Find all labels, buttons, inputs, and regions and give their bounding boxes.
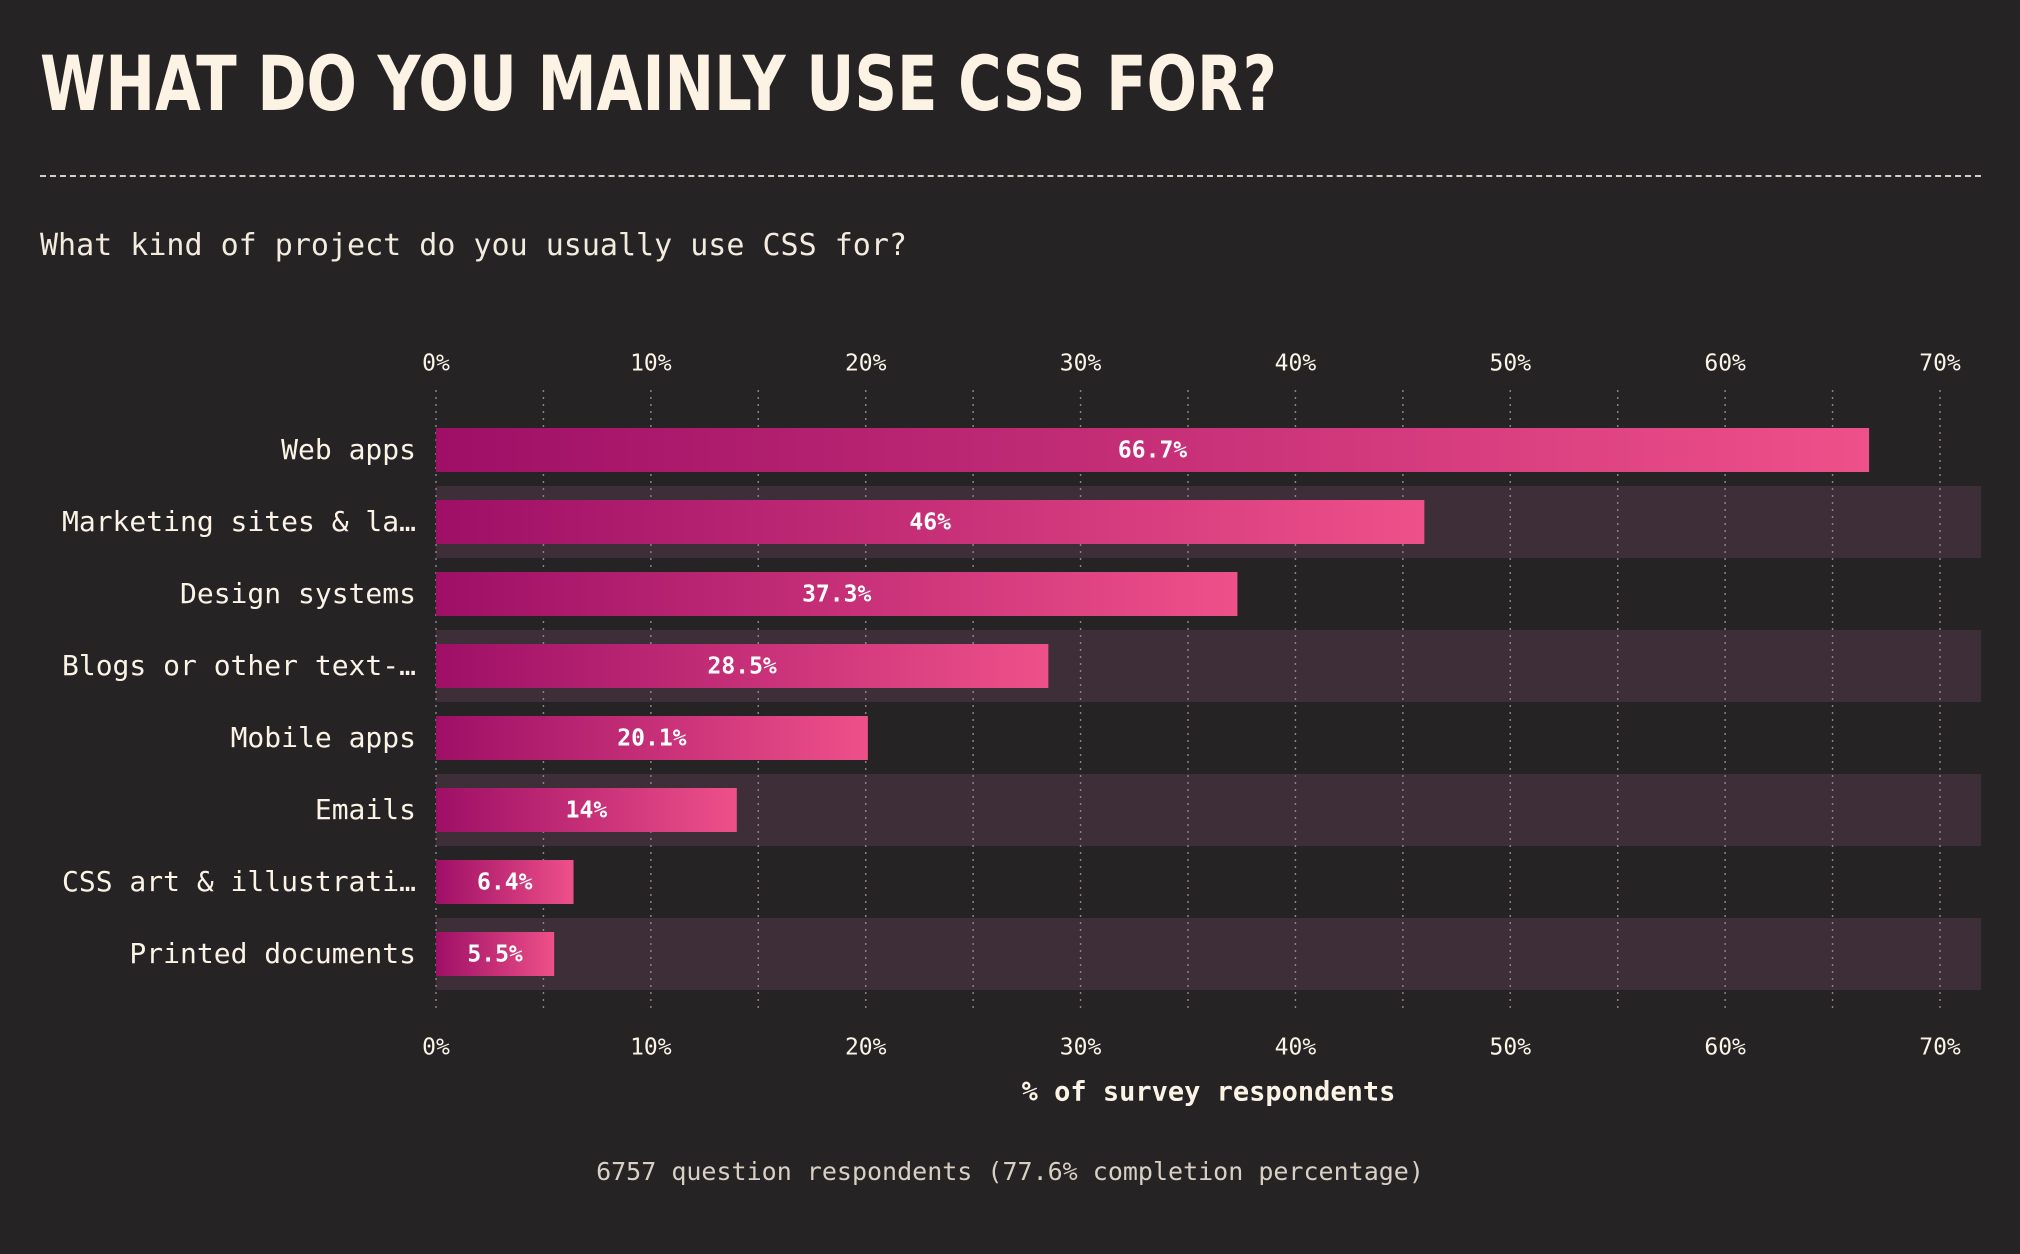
x-tick-label: 50% <box>1490 1035 1532 1061</box>
category-label: Marketing sites & la… <box>62 505 416 538</box>
bar <box>436 932 555 976</box>
x-tick-label: 60% <box>1704 1035 1746 1061</box>
category-label: Web apps <box>281 433 416 466</box>
bars <box>436 428 1870 976</box>
bar-value-label: 37.3% <box>802 582 871 608</box>
x-tick-label: 20% <box>845 1035 887 1061</box>
bar <box>436 572 1238 616</box>
x-tick-label: 10% <box>630 1035 672 1061</box>
bar-value-label: 5.5% <box>467 942 523 968</box>
bar <box>436 428 1870 472</box>
x-tick-label: 20% <box>845 351 887 377</box>
x-tick-label: 0% <box>422 351 450 377</box>
x-tick-label: 50% <box>1490 351 1532 377</box>
bar-value-label: 20.1% <box>617 726 686 752</box>
bottom-axis-ticks: 0% 10% 20% 30% 40% 50% 60% 70% <box>422 1035 1961 1061</box>
x-tick-label: 10% <box>630 351 672 377</box>
x-tick-label: 30% <box>1060 351 1102 377</box>
bar <box>436 788 737 832</box>
x-tick-label: 30% <box>1060 1035 1102 1061</box>
x-tick-label: 60% <box>1704 351 1746 377</box>
title-divider <box>40 175 1981 177</box>
category-label: Design systems <box>180 577 416 610</box>
row-band <box>436 918 1981 990</box>
category-label: CSS art & illustrati… <box>62 865 416 898</box>
x-tick-label: 70% <box>1919 351 1961 377</box>
category-label: Printed documents <box>129 937 416 970</box>
bar-value-label: 46% <box>909 510 951 536</box>
bar-chart: 66.7% 46% 37.3% 28.5% 20.1% 14% 6.4% 5.5% Web a… <box>62 351 1981 1108</box>
top-axis-ticks: 0% 10% 20% 30% 40% 50% 60% 70% <box>422 351 1961 377</box>
bar <box>436 860 574 904</box>
category-label: Blogs or other text-… <box>62 649 416 682</box>
category-label: Mobile apps <box>231 721 416 754</box>
page-title: WHAT DO YOU MAINLY USE CSS FOR? <box>40 39 1278 128</box>
category-labels: Web apps Marketing sites & la… Design syst… <box>62 433 416 970</box>
category-label: Emails <box>315 793 416 826</box>
x-tick-label: 40% <box>1275 1035 1317 1061</box>
x-tick-label: 70% <box>1919 1035 1961 1061</box>
question-subtitle: What kind of project do you usually use … <box>40 228 907 263</box>
x-axis-label: % of survey respondents <box>1022 1077 1396 1108</box>
bar-value-labels: 66.7% 46% 37.3% 28.5% 20.1% 14% 6.4% 5.5% <box>467 438 1187 968</box>
x-tick-label: 40% <box>1275 351 1317 377</box>
bar-value-label: 14% <box>566 798 608 824</box>
bar-value-label: 28.5% <box>708 654 777 680</box>
bar <box>436 644 1049 688</box>
respondents-footer: 6757 question respondents (77.6% complet… <box>596 1157 1424 1186</box>
bar <box>436 716 868 760</box>
gridlines <box>435 390 1941 1012</box>
bar <box>436 500 1425 544</box>
x-tick-label: 0% <box>422 1035 450 1061</box>
bar-value-label: 6.4% <box>477 870 533 896</box>
bar-value-label: 66.7% <box>1118 438 1187 464</box>
